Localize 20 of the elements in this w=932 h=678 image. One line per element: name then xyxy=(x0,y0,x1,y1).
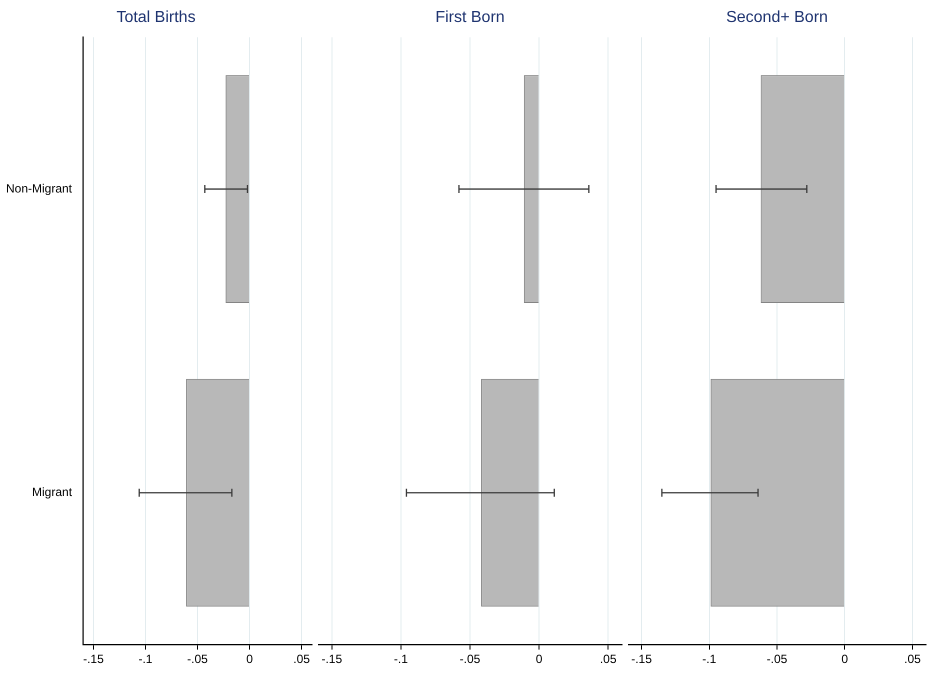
x-tick-label: -.15 xyxy=(83,652,104,666)
chart-title: Total Births xyxy=(116,9,196,26)
x-tick-label: -.1 xyxy=(394,652,408,666)
x-tick-label: .05 xyxy=(600,652,617,666)
x-tick-label: -.05 xyxy=(460,652,481,666)
y-tick-label: Non-Migrant xyxy=(6,181,73,196)
x-tick-label: -.15 xyxy=(631,652,652,666)
x-tick-label: -.05 xyxy=(766,652,788,666)
x-tick-label: -.1 xyxy=(138,652,153,666)
x-tick-label: .05 xyxy=(293,652,310,666)
x-tick-label: 0 xyxy=(841,652,848,666)
x-tick-label: 0 xyxy=(246,652,254,666)
x-tick-label: -.1 xyxy=(702,652,717,666)
x-tick-label: -.15 xyxy=(321,652,342,666)
chart-title: First Born xyxy=(435,9,505,26)
x-tick-label: -.05 xyxy=(187,652,208,666)
chart-title: Second+ Born xyxy=(726,9,828,26)
x-tick-label: .05 xyxy=(904,652,922,666)
y-tick-label: Migrant xyxy=(32,485,73,500)
x-tick-label: 0 xyxy=(536,652,543,666)
